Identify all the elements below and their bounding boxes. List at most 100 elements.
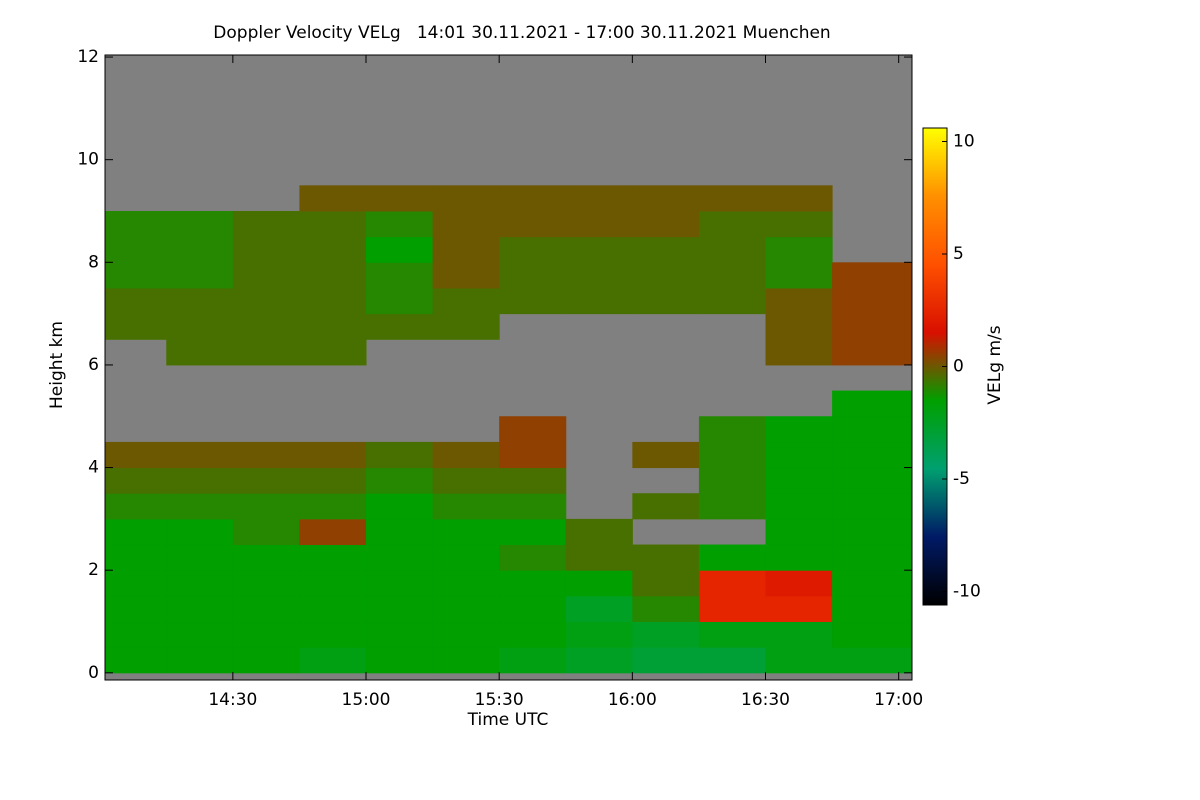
- heatmap-cell: [105, 210, 167, 238]
- heatmap-cell: [565, 210, 633, 238]
- heatmap-cell: [232, 595, 300, 623]
- heatmap-cell: [166, 518, 234, 546]
- heatmap-cell: [232, 621, 300, 648]
- heatmap-cell: [366, 313, 434, 340]
- colorbar-tick-label: 10: [953, 132, 975, 152]
- heatmap-cell: [632, 287, 700, 315]
- heatmap-cell: [105, 518, 167, 546]
- heatmap-cell: [166, 570, 234, 597]
- heatmap-cell: [765, 518, 833, 546]
- heatmap-cell: [698, 287, 767, 315]
- heatmap-cell: [105, 621, 167, 648]
- heatmap-cell: [499, 441, 567, 469]
- heatmap-cell: [499, 493, 567, 520]
- y-axis-label: Height km: [47, 321, 67, 409]
- heatmap-cell: [232, 544, 300, 571]
- heatmap-cell: [366, 518, 434, 546]
- heatmap-cell: [765, 313, 833, 340]
- x-tick-label: 16:00: [608, 690, 657, 710]
- heatmap-cell: [698, 262, 767, 289]
- heatmap-cell: [632, 493, 700, 520]
- y-tick-label: 0: [88, 663, 99, 683]
- heatmap-cell: [232, 493, 300, 520]
- y-tick-label: 4: [88, 458, 99, 478]
- heatmap-cell: [166, 339, 234, 366]
- heatmap-cell: [765, 339, 833, 366]
- x-tick-label: 17:00: [874, 690, 923, 710]
- heatmap-cell: [166, 210, 234, 238]
- heatmap-cell: [765, 210, 833, 238]
- heatmap-cell: [366, 493, 434, 520]
- x-tick-label: 15:00: [342, 690, 391, 710]
- heatmap-cell: [765, 262, 833, 289]
- heatmap-cell: [105, 262, 167, 289]
- heatmap-cell: [832, 493, 913, 520]
- heatmap-cell: [698, 570, 767, 597]
- heatmap-cell: [105, 467, 167, 494]
- heatmap-cell: [299, 313, 367, 340]
- heatmap-cell: [765, 570, 833, 597]
- heatmap-cell: [432, 595, 500, 623]
- heatmap-cell: [765, 467, 833, 494]
- heatmap-cell: [499, 544, 567, 571]
- heatmap-cell: [832, 544, 913, 571]
- heatmap-cell: [565, 647, 633, 674]
- y-tick-label: 8: [88, 252, 99, 272]
- heatmap-cell: [366, 262, 434, 289]
- heatmap-cell: [632, 544, 700, 571]
- heatmap-cell: [166, 647, 234, 674]
- heatmap-cell: [832, 518, 913, 546]
- heatmap-cell: [366, 185, 434, 212]
- heatmap-cell: [166, 621, 234, 648]
- heatmap-cell: [832, 621, 913, 648]
- heatmap-cell: [299, 467, 367, 494]
- heatmap-cell: [632, 262, 700, 289]
- heatmap-cell: [366, 621, 434, 648]
- heatmap-cell: [299, 287, 367, 315]
- heatmap-cell: [105, 544, 167, 571]
- heatmap-cell: [166, 441, 234, 469]
- heatmap-cell: [632, 441, 700, 469]
- colorbar-tick-label: 5: [953, 244, 964, 264]
- heatmap-cell: [832, 570, 913, 597]
- heatmap-cell: [299, 518, 367, 546]
- heatmap-cell: [698, 236, 767, 263]
- heatmap-cell: [698, 416, 767, 443]
- heatmap-cell: [366, 236, 434, 263]
- colorbar-tick-label: -5: [953, 469, 970, 489]
- heatmap-cell: [299, 647, 367, 674]
- heatmap-cell: [499, 467, 567, 494]
- heatmap-cell: [832, 441, 913, 469]
- heatmap-cell: [299, 441, 367, 469]
- heatmap-cell: [832, 313, 913, 340]
- heatmap-cell: [166, 262, 234, 289]
- heatmap-cell: [166, 287, 234, 315]
- heatmap-cell: [432, 236, 500, 263]
- y-tick-label: 2: [88, 560, 99, 580]
- heatmap-cell: [105, 595, 167, 623]
- heatmap-cell: [299, 493, 367, 520]
- heatmap-cell: [105, 647, 167, 674]
- heatmap-cell: [832, 416, 913, 443]
- heatmap-cell: [499, 595, 567, 623]
- heatmap-cell: [432, 313, 500, 340]
- heatmap-cell: [166, 467, 234, 494]
- heatmap-cell: [698, 595, 767, 623]
- heatmap-cell: [366, 544, 434, 571]
- heatmap-cell: [565, 570, 633, 597]
- heatmap-cell: [499, 647, 567, 674]
- heatmap-cell: [232, 262, 300, 289]
- heatmap-cell: [698, 493, 767, 520]
- plot-frame: [104, 54, 913, 681]
- heatmap-cell: [299, 544, 367, 571]
- heatmap-cell: [105, 570, 167, 597]
- heatmap-cell: [499, 621, 567, 648]
- heatmap-cell: [299, 570, 367, 597]
- heatmap-cell: [105, 313, 167, 340]
- heatmap-cell: [166, 493, 234, 520]
- heatmap-cell: [299, 621, 367, 648]
- heatmap-cell: [232, 570, 300, 597]
- heatmap-cell: [765, 595, 833, 623]
- heatmap-cell: [499, 570, 567, 597]
